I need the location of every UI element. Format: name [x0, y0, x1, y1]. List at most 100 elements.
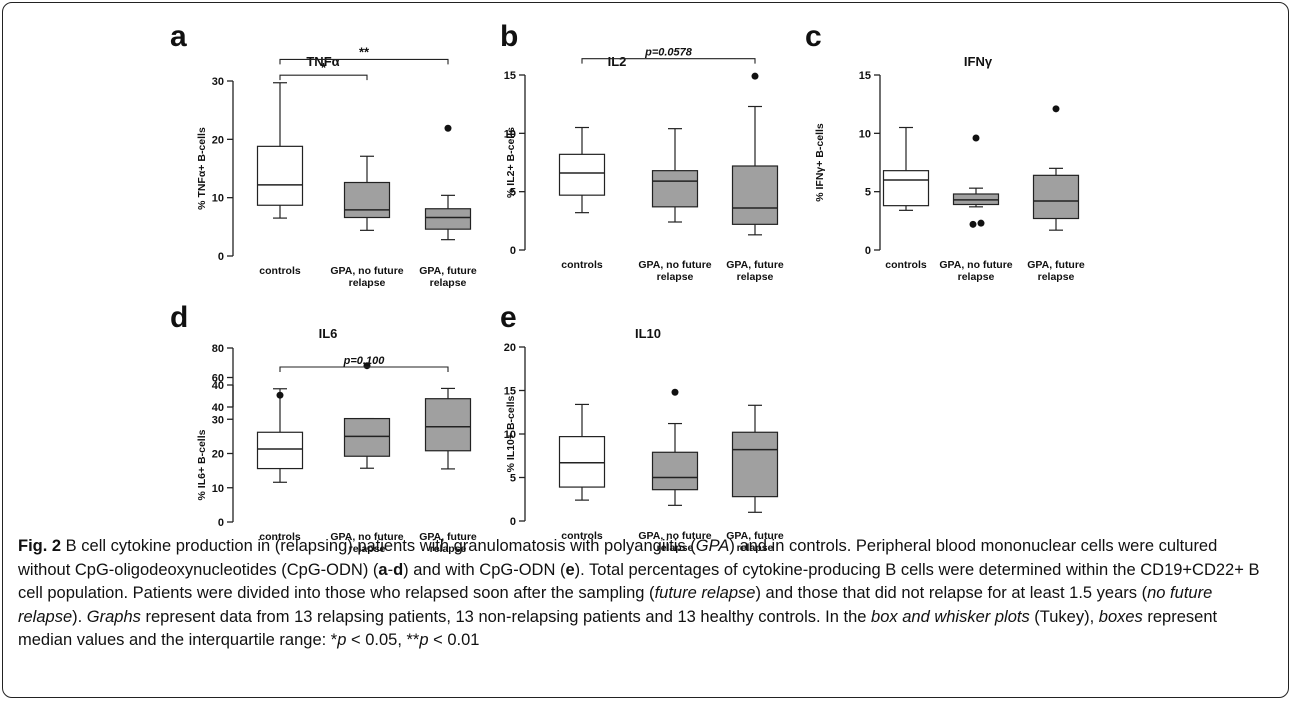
iqr-box [731, 165, 779, 225]
outlier-point [671, 388, 679, 396]
figure-panels: a TNFα 0 10 20 30 % TNFα+ B-cells controls GPA, … [170, 20, 1085, 555]
iqr-box [882, 170, 930, 207]
y-tick-label: 0 [510, 245, 516, 257]
x-category-label: GPA, future [1027, 259, 1085, 271]
iqr-box [424, 208, 472, 230]
panel-c: c IFNγ 0 5 10 15 % IFNγ+ B-cells controls GPA, n… [805, 20, 1085, 283]
y-axis-label: % IL6+ B-cells [196, 429, 208, 500]
caption-run: represent data from 13 relapsing patient… [140, 607, 872, 626]
x-category-label: GPA, no future [638, 530, 711, 542]
x-category-label: relapse [349, 277, 386, 289]
x-category-label: GPA, no future [330, 265, 403, 277]
y-tick-label: 5 [865, 187, 871, 199]
chart-title: IL10 [635, 326, 661, 341]
y-tick-label: 10 [859, 128, 871, 140]
box-1 [343, 155, 391, 231]
caption-run: represent median values and the interqua… [18, 607, 1218, 650]
box-0 [256, 388, 304, 483]
x-category-label: relapse [657, 542, 694, 554]
x-category-label: relapse [349, 543, 386, 555]
box-0 [256, 82, 304, 219]
iqr-box [256, 431, 304, 470]
y-tick-label: 5 [510, 473, 516, 485]
caption-run: < 0.05, ** [346, 631, 420, 649]
outlier-point [276, 391, 284, 399]
iqr-box [1032, 174, 1080, 220]
caption-run: - [387, 560, 394, 579]
panel-letter: e [500, 301, 517, 334]
caption-run: ). Total percentages of cytokine-produci… [18, 560, 1260, 603]
caption-run: e [565, 560, 575, 579]
caption-run: p [419, 631, 429, 649]
outlier-point [969, 220, 977, 228]
y-tick-label: 15 [504, 386, 516, 398]
y-axis-label: % IL10+ B-cells [505, 395, 517, 472]
caption-run: boxes [1098, 607, 1143, 626]
caption-run: GPA [695, 537, 730, 555]
x-category-label: GPA, future [726, 259, 784, 271]
y-tick-label: 15 [504, 70, 516, 82]
caption-run: ) and those that did not relapse for at … [755, 584, 1148, 602]
x-category-label: relapse [737, 542, 774, 554]
y-axis-label: % TNFα+ B-cells [196, 127, 208, 210]
box-2 [1032, 105, 1080, 231]
x-category-label: GPA, no future [638, 259, 711, 271]
y-tick-label: 10 [212, 193, 224, 205]
x-category-label: controls [885, 259, 927, 271]
iqr-box [651, 451, 699, 491]
panel-b: b IL2 0 5 10 15 % IL2+ B-cells controls GPA, no … [500, 20, 784, 283]
outlier-point [444, 124, 452, 132]
panel-letter: c [805, 20, 822, 53]
box-2 [424, 387, 472, 470]
outlier-point [977, 219, 985, 227]
x-category-label: relapse [1038, 271, 1075, 283]
y-tick-label: 10 [212, 483, 224, 495]
box-1 [651, 388, 699, 506]
iqr-box [343, 417, 391, 457]
x-category-label: controls [259, 531, 301, 543]
y-tick-label: 5 [510, 187, 516, 199]
outlier-point [751, 72, 759, 80]
chart-title: IL6 [319, 326, 338, 341]
box-2 [424, 124, 472, 241]
significance-bracket [279, 366, 449, 372]
significance-label: p=0.100 [343, 355, 386, 367]
iqr-box [424, 398, 472, 452]
y-tick-label: 30 [212, 76, 224, 88]
caption-run: future relapse [654, 584, 756, 602]
outlier-point [1052, 105, 1060, 113]
x-category-label: GPA, no future [330, 531, 403, 543]
x-category-label: controls [259, 265, 301, 277]
y-axis-label: % IFNγ+ B-cells [814, 123, 826, 202]
caption-run: ) and in controls. Peripheral blood mono… [18, 537, 1218, 579]
caption-run: < 0.01 [428, 631, 480, 649]
y-tick-label: 15 [859, 70, 871, 82]
chart-title: IL2 [608, 54, 627, 69]
iqr-box [558, 436, 606, 488]
caption-run: no future relapse [18, 584, 1213, 626]
box-0 [882, 126, 930, 211]
box-1 [952, 134, 1000, 228]
caption-run: ). [72, 607, 87, 626]
iqr-box [651, 170, 699, 208]
x-category-label: controls [561, 530, 603, 542]
y-tick-label: 20 [212, 449, 224, 461]
y-axis-label: % IL2+ B-cells [505, 127, 517, 198]
box-1 [343, 362, 391, 469]
y-tick-label: 40 [212, 402, 224, 414]
box-1 [651, 128, 699, 223]
x-category-label: relapse [737, 271, 774, 283]
y-tick-label: 60 [212, 373, 224, 385]
x-category-label: GPA, future [419, 531, 477, 543]
significance-label: * [321, 60, 327, 75]
x-category-label: GPA, future [726, 530, 784, 542]
box-0 [558, 403, 606, 501]
caption-run: ) and with CpG-ODN ( [403, 560, 566, 579]
caption-run: (Tukey), [1029, 607, 1099, 626]
outlier-point [972, 134, 980, 142]
y-tick-label: 20 [504, 342, 516, 354]
significance-bracket [581, 58, 756, 64]
figure-label: Fig. 2 [18, 537, 62, 555]
box-0 [558, 126, 606, 214]
panel-letter: a [170, 20, 187, 53]
